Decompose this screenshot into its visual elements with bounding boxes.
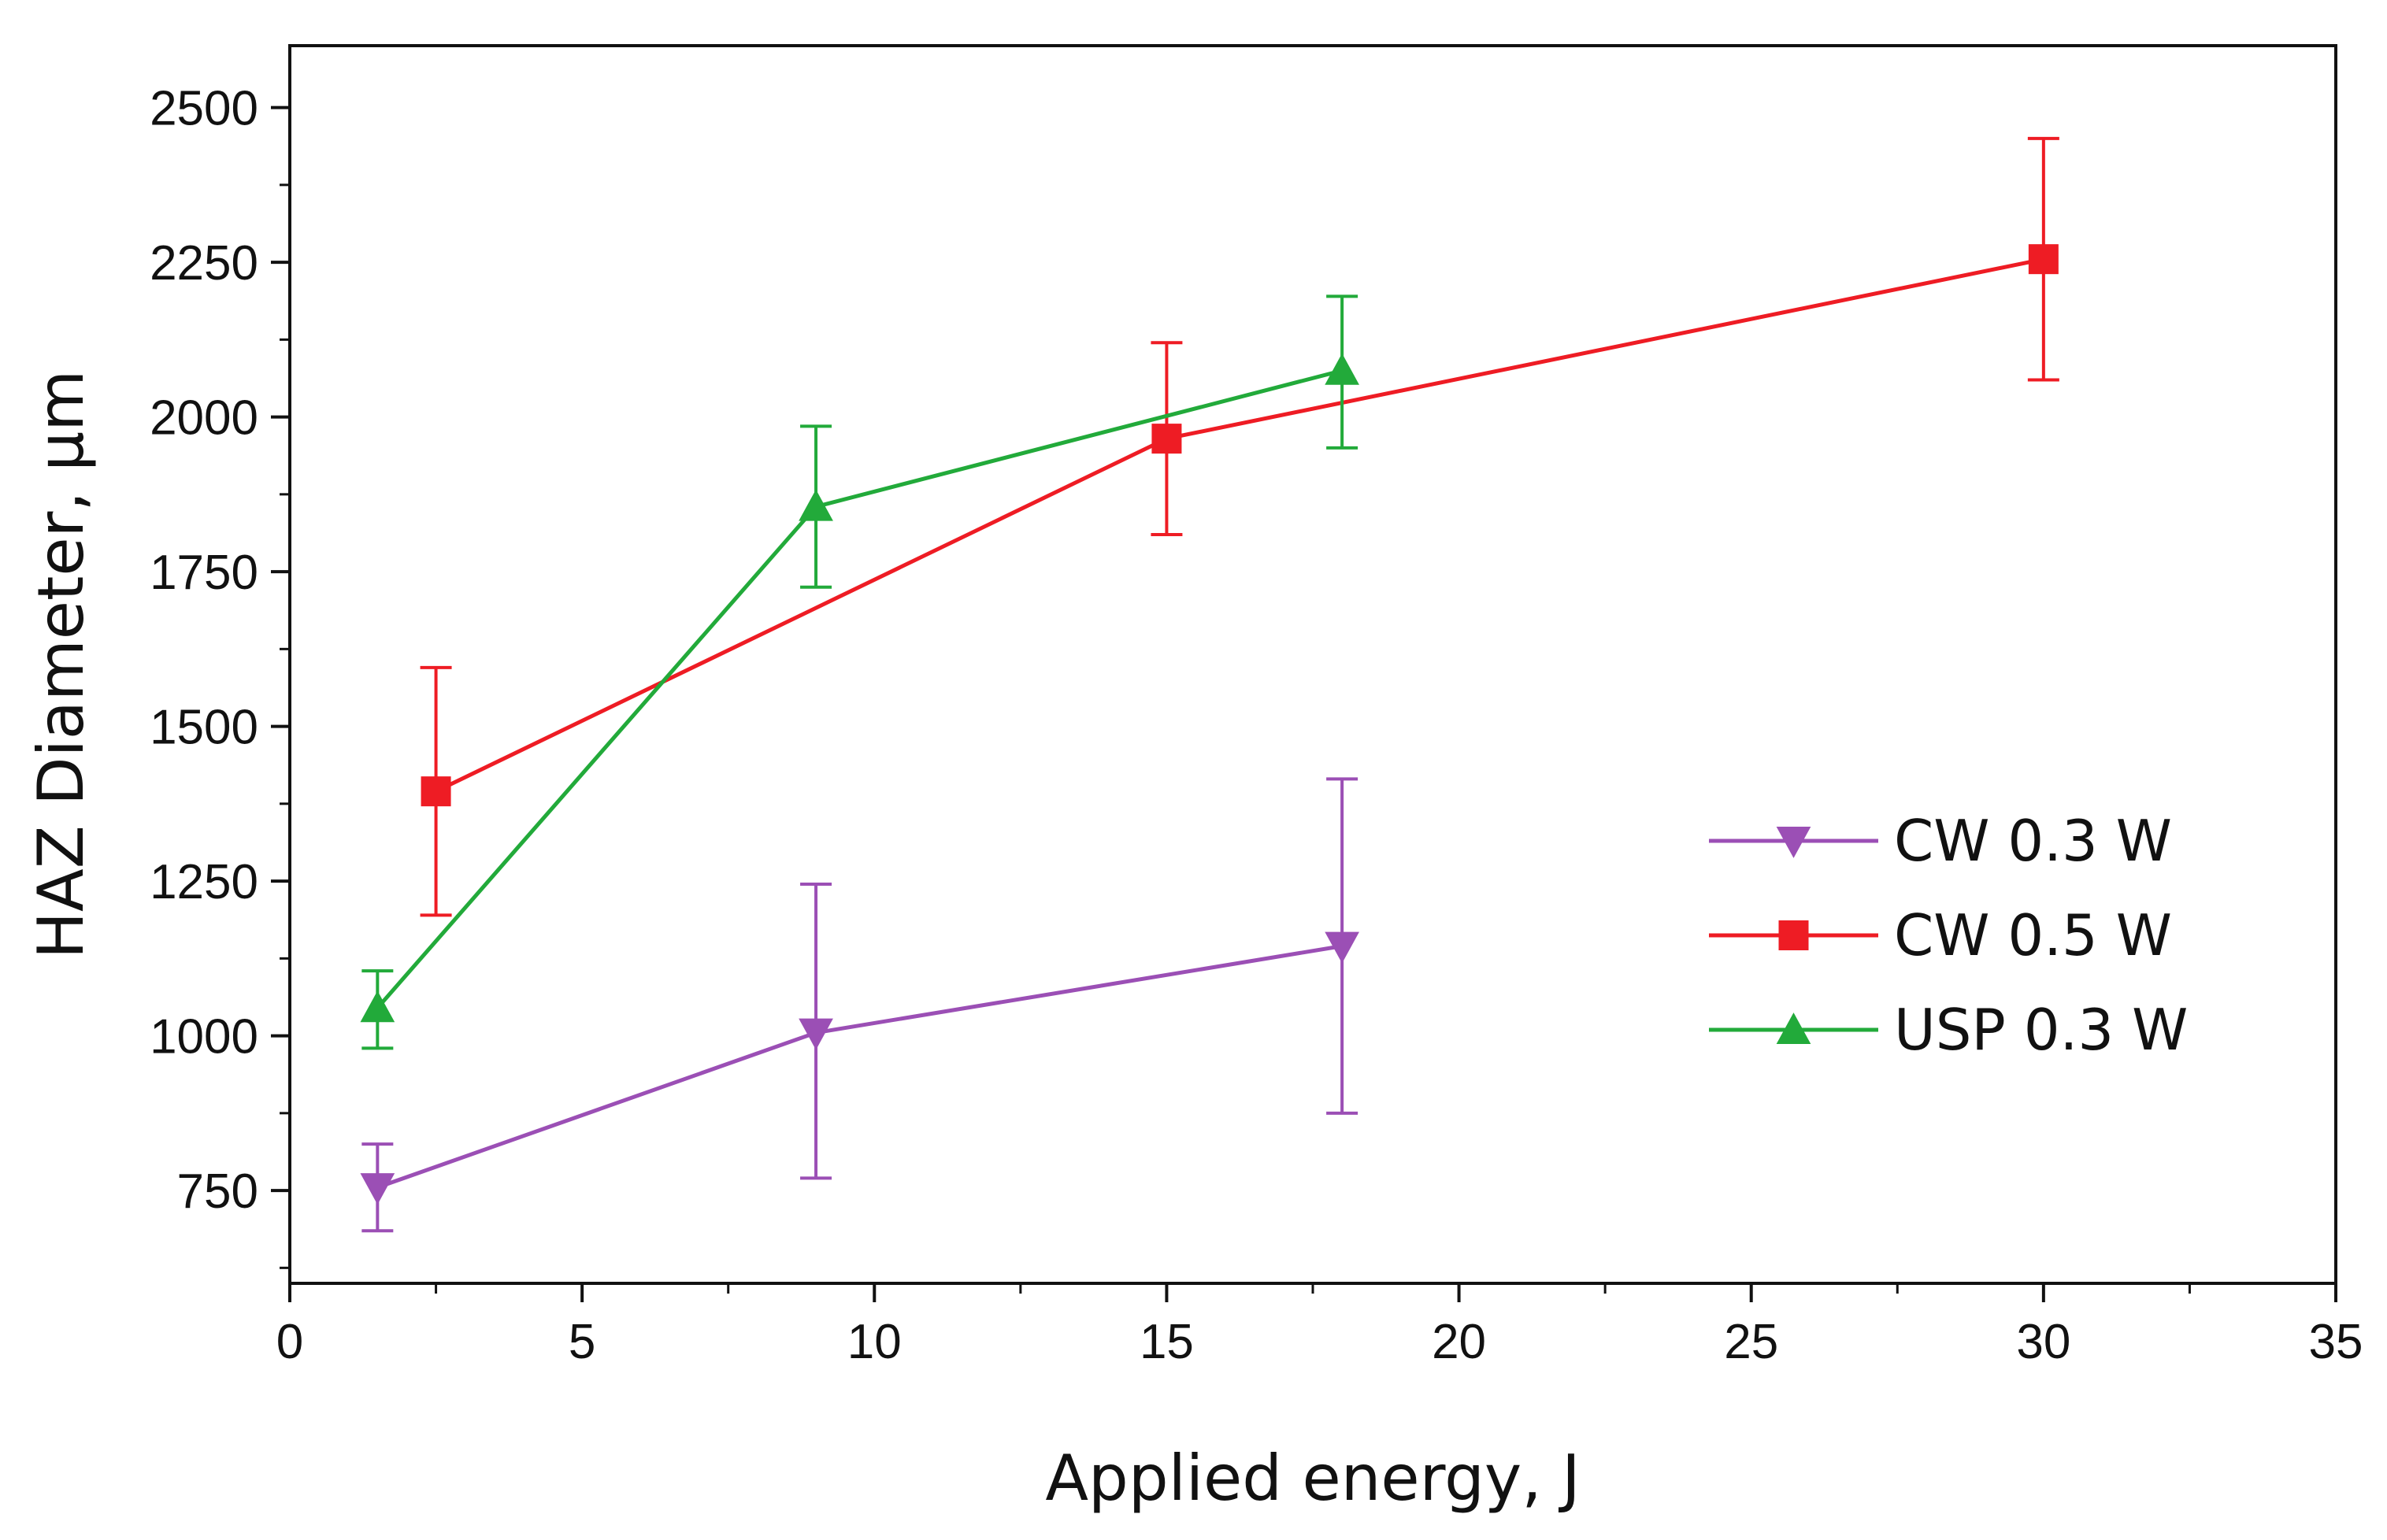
tick-labels: 0 5 10 15 20 25 30 35 750 1000 1250 1500 1750 2000 225… [150, 82, 2363, 1369]
x-tick-label: 35 [2309, 1315, 2363, 1369]
legend-item: USP 0.3 W [1709, 997, 2188, 1063]
y-tick-label: 750 [177, 1164, 258, 1219]
series-line [435, 257, 2044, 794]
axis-ticks [271, 106, 2337, 1302]
y-tick-label: 1250 [150, 855, 258, 909]
y-tick-label: 1750 [150, 546, 258, 600]
data-point [1325, 353, 1359, 385]
data-point [360, 990, 395, 1023]
data-point [421, 776, 451, 807]
data-point [1325, 931, 1359, 964]
legend-marker [1776, 826, 1811, 858]
series-layer [360, 136, 2059, 1233]
series-cw-0-5-w [420, 136, 2059, 917]
x-tick-label: 20 [1432, 1315, 1486, 1369]
y-axis-title: HAZ Diameter, µm [24, 370, 98, 959]
legend-label: CW 0.3 W [1894, 808, 2172, 874]
series-cw-0-3-w [360, 777, 1359, 1233]
series-line [376, 944, 1343, 1190]
y-tick-label: 1500 [150, 701, 258, 755]
data-point [1151, 424, 1182, 454]
legend-marker [1778, 920, 1809, 950]
legend-item: CW 0.3 W [1709, 808, 2172, 874]
x-tick-label: 0 [276, 1315, 303, 1369]
legend-label: CW 0.5 W [1894, 902, 2172, 968]
plot-frame [288, 44, 2337, 1285]
legend-item: CW 0.5 W [1709, 902, 2172, 968]
data-point [799, 489, 833, 521]
y-tick-label: 2500 [150, 82, 258, 136]
legend-label: USP 0.3 W [1894, 997, 2188, 1063]
x-tick-label: 10 [847, 1315, 902, 1369]
data-point [2028, 244, 2059, 275]
data-point [360, 1173, 395, 1205]
y-tick-label: 2000 [150, 391, 258, 446]
y-tick-label: 2250 [150, 236, 258, 291]
legend: CW 0.3 W CW 0.5 W USP 0.3 W [1709, 808, 2188, 1063]
legend-marker [1776, 1012, 1811, 1045]
y-tick-label: 1000 [150, 1010, 258, 1064]
data-point [799, 1018, 833, 1050]
x-tick-label: 15 [1140, 1315, 1194, 1369]
x-tick-label: 5 [569, 1315, 595, 1369]
x-tick-label: 25 [1724, 1315, 1778, 1369]
x-tick-label: 30 [2016, 1315, 2070, 1369]
series-line [376, 368, 1343, 1009]
x-axis-title: Applied energy, J [1045, 1442, 1580, 1515]
series-usp-0-3-w [360, 294, 1359, 1050]
